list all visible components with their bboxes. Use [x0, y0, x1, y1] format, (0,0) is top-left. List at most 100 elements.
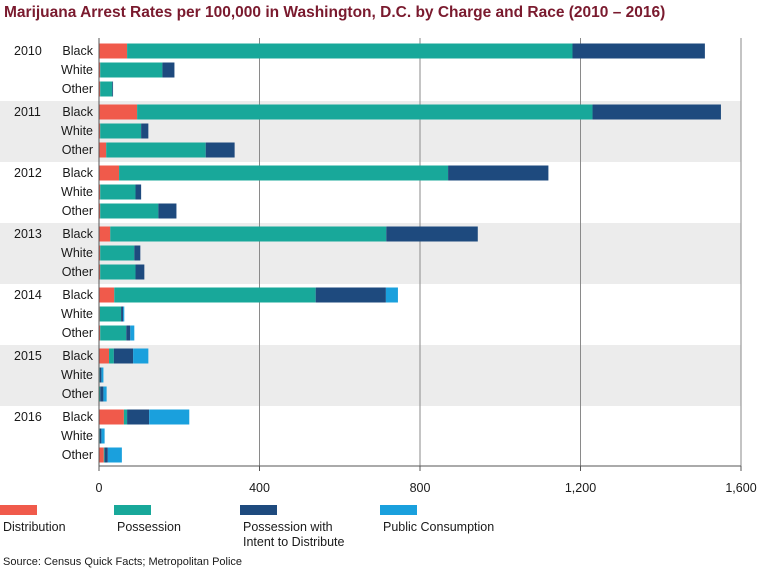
bar-2014-black-distribution	[99, 287, 115, 303]
bar-2015-other-public-consumption	[103, 386, 107, 402]
bar-2015-black-possession-with-intent-to-distribute	[113, 348, 134, 364]
bar-2015-other-possession	[99, 386, 101, 402]
year-label-2014: 2014	[14, 288, 42, 302]
race-label-2014-white: White	[61, 307, 93, 321]
race-label-2013-other: Other	[62, 265, 93, 279]
bar-2016-black-possession	[123, 409, 128, 425]
bar-2011-black-possession-with-intent-to-distribute	[592, 104, 721, 120]
legend-swatch-public-consumption	[380, 505, 417, 515]
bar-2012-white-possession	[100, 184, 136, 200]
chart-title: Marijuana Arrest Rates per 100,000 in Wa…	[4, 4, 665, 21]
bar-2010-other-possession	[100, 81, 113, 97]
bar-2015-white-public-consumption	[101, 367, 104, 383]
legend-label-public-consumption: Public Consumption	[383, 520, 494, 534]
legend-swatch-possession-with-intent-to-distribute	[240, 505, 277, 515]
race-label-2013-black: Black	[62, 227, 93, 241]
bar-2014-black-possession-with-intent-to-distribute	[315, 287, 386, 303]
bar-2015-black-distribution	[99, 348, 110, 364]
bar-2013-other-possession	[100, 264, 136, 280]
bar-2016-black-possession-with-intent-to-distribute	[127, 409, 150, 425]
bar-2014-other-possession	[100, 325, 127, 341]
bar-2010-other-possession-with-intent-to-distribute	[112, 81, 114, 97]
race-label-2011-other: Other	[62, 143, 93, 157]
race-label-2012-black: Black	[62, 166, 93, 180]
race-label-2012-white: White	[61, 185, 93, 199]
race-label-2012-other: Other	[62, 204, 93, 218]
bar-2013-white-possession	[100, 245, 135, 261]
row-labels: 2010 Black White Other 2011 Black White Other 20…	[14, 44, 94, 462]
bar-2011-white-possession	[100, 123, 142, 139]
race-label-2015-white: White	[61, 368, 93, 382]
bar-2014-other-possession-with-intent-to-distribute	[126, 325, 131, 341]
bar-2013-white-distribution	[99, 245, 101, 261]
legend-label-distribution: Distribution	[3, 520, 66, 534]
x-tick-label-1,200: 1,200	[565, 481, 596, 495]
bar-2015-black-possession	[109, 348, 114, 364]
race-label-2016-black: Black	[62, 410, 93, 424]
bar-2011-other-distribution	[99, 142, 107, 158]
year-label-2015: 2015	[14, 349, 42, 363]
bar-2010-black-distribution	[99, 43, 128, 59]
bar-2016-other-public-consumption	[107, 447, 122, 463]
bar-2014-white-possession-with-intent-to-distribute	[121, 306, 124, 322]
bar-2012-black-possession	[119, 165, 449, 181]
bar-2012-black-distribution	[99, 165, 120, 181]
race-label-2010-white: White	[61, 63, 93, 77]
bar-2013-other-possession-with-intent-to-distribute	[135, 264, 145, 280]
bar-2011-black-distribution	[99, 104, 138, 120]
bar-2010-white-possession-with-intent-to-distribute	[162, 62, 175, 78]
legend-swatch-possession	[114, 505, 151, 515]
bar-2010-other-distribution	[99, 81, 101, 97]
year-label-2013: 2013	[14, 227, 42, 241]
bar-2012-other-distribution	[99, 203, 101, 219]
x-tick-label-0: 0	[96, 481, 103, 495]
bar-2010-white-possession	[100, 62, 163, 78]
bar-2014-black-public-consumption	[385, 287, 398, 303]
race-label-2013-white: White	[61, 246, 93, 260]
race-label-2015-black: Black	[62, 349, 93, 363]
bar-2012-black-possession-with-intent-to-distribute	[448, 165, 549, 181]
year-label-2016: 2016	[14, 410, 42, 424]
bar-2011-white-distribution	[99, 123, 101, 139]
x-tick-label-800: 800	[410, 481, 431, 495]
bar-2014-white-public-consumption	[123, 306, 125, 322]
bar-2013-black-possession-with-intent-to-distribute	[386, 226, 478, 242]
bar-2011-white-possession-with-intent-to-distribute	[141, 123, 149, 139]
bar-2011-other-possession-with-intent-to-distribute	[205, 142, 235, 158]
bar-2014-black-possession	[114, 287, 316, 303]
x-tick-label-1,600: 1,600	[725, 481, 756, 495]
race-label-2016-white: White	[61, 429, 93, 443]
bar-2012-white-distribution	[99, 184, 101, 200]
legend-swatch-distribution	[0, 505, 37, 515]
x-axis: 0 400 800 1,200 1,600	[96, 38, 757, 495]
bar-2015-black-public-consumption	[133, 348, 149, 364]
legend-label-possession-with-intent-to-distribute: Possession with Intent to Distribute	[243, 520, 344, 549]
race-label-2014-other: Other	[62, 326, 93, 340]
bar-2010-white-distribution	[99, 62, 101, 78]
race-label-2010-black: Black	[62, 44, 93, 58]
bar-2012-other-possession	[100, 203, 159, 219]
race-label-2016-other: Other	[62, 448, 93, 462]
bar-2011-other-possession	[106, 142, 206, 158]
legend: Distribution Possession Possession with Int…	[0, 505, 494, 549]
year-label-2010: 2010	[14, 44, 42, 58]
bar-2014-other-public-consumption	[130, 325, 135, 341]
bar-2016-other-possession-with-intent-to-distribute	[104, 447, 108, 463]
bar-2012-white-possession-with-intent-to-distribute	[135, 184, 142, 200]
race-label-2011-white: White	[61, 124, 93, 138]
bar-2016-black-public-consumption	[149, 409, 190, 425]
bar-2016-white-possession-with-intent-to-distribute	[99, 428, 102, 444]
bar-2010-black-possession	[127, 43, 573, 59]
race-label-2014-black: Black	[62, 288, 93, 302]
bar-2013-black-possession	[110, 226, 387, 242]
bar-2016-black-distribution	[99, 409, 124, 425]
bar-2013-white-possession-with-intent-to-distribute	[134, 245, 141, 261]
bar-2016-other-possession	[103, 447, 105, 463]
bar-2015-other-possession-with-intent-to-distribute	[100, 386, 104, 402]
x-tick-label-400: 400	[249, 481, 270, 495]
bar-2014-other-distribution	[99, 325, 101, 341]
legend-label-possession: Possession	[117, 520, 181, 534]
race-label-2010-other: Other	[62, 82, 93, 96]
race-label-2011-black: Black	[62, 105, 93, 119]
